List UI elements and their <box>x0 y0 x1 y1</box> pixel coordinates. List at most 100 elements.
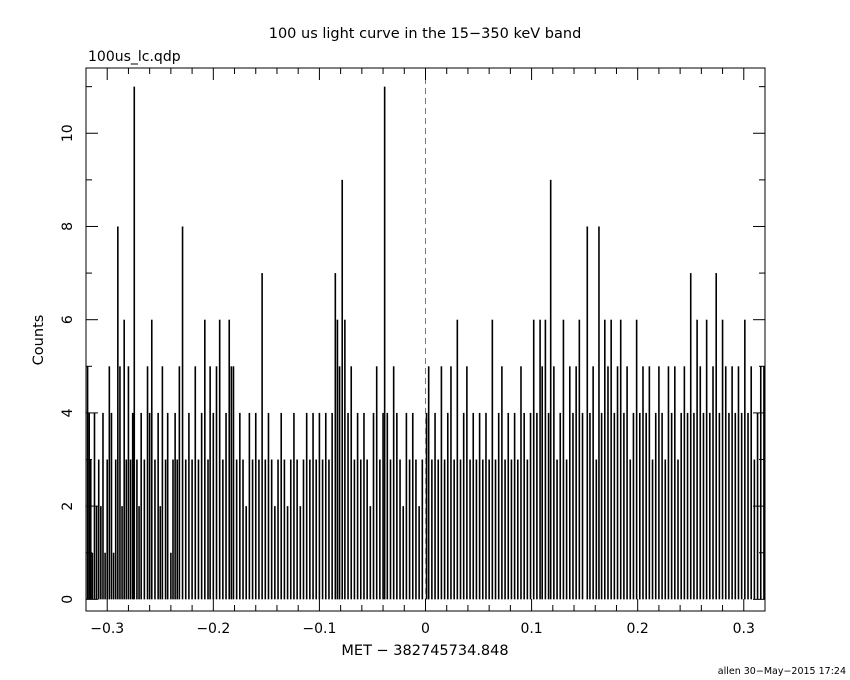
count-bar <box>170 552 172 600</box>
count-bar <box>267 412 270 600</box>
count-bar <box>125 459 128 600</box>
count-bar <box>507 412 510 600</box>
count-bar <box>456 319 459 600</box>
count-bar <box>623 412 625 600</box>
count-bar <box>140 412 142 600</box>
count-bar <box>95 506 98 600</box>
x-axis-ticks: −0.3 −0.2 −0.1 0 0.1 0.2 0.3 <box>85 68 766 637</box>
count-bar <box>466 366 468 600</box>
count-bar <box>148 412 151 600</box>
count-bar <box>138 506 140 600</box>
count-bar <box>235 459 238 600</box>
count-bar <box>408 459 411 600</box>
count-bar <box>363 412 365 600</box>
count-bar <box>270 459 273 600</box>
count-bar <box>536 412 538 600</box>
count-bar <box>318 412 321 600</box>
count-bar <box>359 459 362 600</box>
count-bar <box>336 319 339 600</box>
count-bar <box>425 412 428 600</box>
count-bar <box>178 366 181 600</box>
count-bar <box>127 366 130 600</box>
count-bar <box>763 366 765 600</box>
count-bar <box>559 412 562 600</box>
count-bar <box>462 412 465 600</box>
count-bar <box>258 459 260 600</box>
count-bar <box>532 319 535 600</box>
count-bar <box>299 506 302 600</box>
count-bar <box>526 459 529 600</box>
y-tick-label: 0 <box>60 595 76 604</box>
count-bar <box>133 86 136 600</box>
y-axis-ticks: 0 2 4 6 8 10 <box>60 86 765 604</box>
count-bar <box>251 459 254 600</box>
count-bar <box>402 506 405 600</box>
count-bar <box>174 412 176 600</box>
count-bar <box>280 412 283 600</box>
count-bar <box>100 506 102 600</box>
count-bar <box>731 366 733 600</box>
count-bar <box>112 552 115 600</box>
count-bar <box>699 366 702 600</box>
count-bar <box>204 319 206 600</box>
count-bar <box>553 366 555 600</box>
count-bar <box>143 459 146 600</box>
count-bar <box>453 459 455 600</box>
count-bar <box>629 459 632 600</box>
count-bar <box>572 412 574 600</box>
count-bar <box>581 412 584 600</box>
count-bar <box>386 412 389 600</box>
count-bar <box>683 366 686 600</box>
count-bar <box>604 319 606 600</box>
count-bar <box>539 319 541 600</box>
count-bar <box>712 366 714 600</box>
count-bar <box>443 459 446 600</box>
count-bar <box>396 412 398 600</box>
count-bar <box>613 412 616 600</box>
count-bar <box>108 366 111 600</box>
count-bar <box>437 459 440 600</box>
count-bar <box>97 459 100 600</box>
count-bar <box>485 412 487 600</box>
count-bar <box>353 459 356 600</box>
count-bar <box>212 412 215 600</box>
count-bar <box>589 412 591 600</box>
count-bar <box>157 412 159 600</box>
count-bar <box>705 319 708 600</box>
count-bar <box>488 459 490 600</box>
count-bar <box>696 319 698 600</box>
y-tick-label: 10 <box>60 124 76 142</box>
count-bar <box>286 506 289 600</box>
count-bar <box>136 459 138 600</box>
count-bar <box>228 319 231 600</box>
count-bar <box>600 412 603 600</box>
x-tick-label: 0.1 <box>520 621 542 637</box>
count-bar <box>411 412 414 600</box>
count-bar <box>642 366 644 600</box>
count-bar <box>440 366 443 600</box>
count-bar <box>446 412 449 600</box>
count-bar <box>334 273 337 600</box>
count-bar <box>302 459 305 600</box>
count-bar <box>375 366 378 600</box>
count-bar <box>586 226 589 600</box>
count-bar <box>744 319 746 600</box>
y-axis-label: Counts <box>31 315 47 366</box>
count-bar <box>592 366 594 600</box>
count-bar <box>194 366 197 600</box>
count-bar <box>610 319 612 600</box>
count-bar <box>740 412 743 600</box>
count-bar <box>689 273 692 600</box>
count-bar <box>104 552 106 600</box>
count-bar <box>658 366 660 600</box>
count-bar <box>230 366 233 600</box>
count-bar <box>245 506 247 600</box>
count-bar <box>350 366 353 600</box>
count-bar <box>222 459 224 600</box>
count-bar <box>110 412 113 600</box>
count-bar <box>209 366 211 600</box>
count-bar <box>215 366 218 600</box>
bars-layer <box>86 86 765 600</box>
count-bar <box>91 552 94 600</box>
